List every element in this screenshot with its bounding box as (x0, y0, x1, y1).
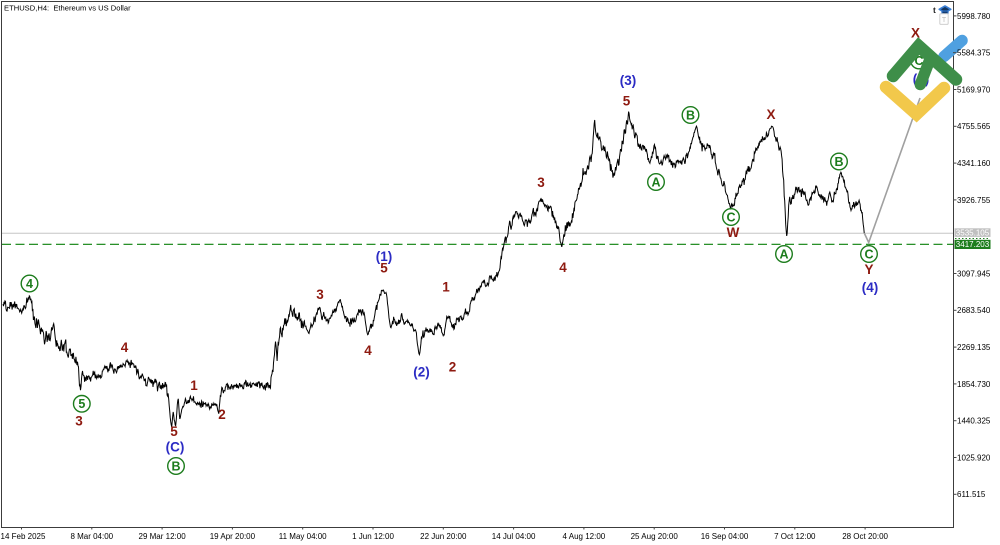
svg-text:1: 1 (190, 378, 198, 393)
svg-text:4: 4 (26, 277, 33, 291)
svg-text:2683.540: 2683.540 (957, 306, 991, 315)
svg-text:29 Mar 12:00: 29 Mar 12:00 (139, 532, 187, 541)
svg-text:2: 2 (218, 407, 226, 422)
svg-text:t: t (933, 5, 936, 15)
svg-text:4: 4 (364, 343, 372, 358)
svg-text:611.515: 611.515 (957, 490, 986, 499)
svg-text:2: 2 (449, 360, 457, 375)
svg-text:4755.565: 4755.565 (957, 122, 991, 131)
svg-text:5584.375: 5584.375 (957, 49, 991, 58)
svg-text:8 Mar 04:00: 8 Mar 04:00 (70, 532, 113, 541)
svg-text:X: X (911, 26, 920, 41)
svg-text:(3): (3) (620, 73, 637, 88)
svg-text:3: 3 (537, 175, 545, 190)
svg-text:3: 3 (316, 287, 324, 302)
svg-text:3535.105: 3535.105 (956, 228, 990, 237)
svg-text:1 Jun 12:00: 1 Jun 12:00 (352, 532, 394, 541)
svg-text:5: 5 (380, 261, 388, 276)
svg-text:(4): (4) (862, 280, 879, 295)
svg-text:19 Apr 20:00: 19 Apr 20:00 (210, 532, 256, 541)
svg-text:5: 5 (623, 94, 631, 109)
svg-text:2269.135: 2269.135 (957, 343, 991, 352)
svg-text:11 May 04:00: 11 May 04:00 (279, 532, 327, 541)
svg-text:3926.755: 3926.755 (957, 196, 991, 205)
svg-text:4341.160: 4341.160 (957, 159, 991, 168)
svg-text:T: T (942, 17, 947, 24)
svg-text:X: X (766, 107, 775, 122)
svg-text:5: 5 (170, 424, 178, 439)
svg-text:5169.970: 5169.970 (957, 85, 991, 94)
svg-text:16 Sep 04:00: 16 Sep 04:00 (701, 532, 749, 541)
svg-text:B: B (171, 459, 180, 473)
svg-text:5998.780: 5998.780 (957, 12, 991, 21)
svg-text:A: A (779, 247, 788, 261)
svg-text:14 Feb 2025: 14 Feb 2025 (1, 532, 46, 541)
svg-text:4: 4 (559, 260, 567, 275)
svg-text:4: 4 (121, 340, 129, 355)
svg-text:3417.203: 3417.203 (956, 240, 990, 249)
svg-text:(2): (2) (413, 365, 430, 380)
svg-text:Y: Y (864, 262, 873, 277)
svg-text:B: B (686, 108, 695, 122)
svg-text:C: C (864, 247, 873, 261)
svg-text:W: W (727, 225, 740, 240)
svg-text:3097.945: 3097.945 (957, 269, 991, 278)
svg-text:4 Aug 12:00: 4 Aug 12:00 (563, 532, 606, 541)
svg-text:1440.325: 1440.325 (957, 417, 991, 426)
svg-text:1: 1 (442, 280, 450, 295)
svg-text:3: 3 (75, 414, 83, 429)
svg-text:A: A (651, 175, 660, 189)
svg-text:1854.730: 1854.730 (957, 380, 991, 389)
svg-text:7 Oct 12:00: 7 Oct 12:00 (774, 532, 816, 541)
svg-text:C: C (726, 210, 735, 224)
svg-text:25 Aug 20:00: 25 Aug 20:00 (631, 532, 679, 541)
svg-text:B: B (834, 155, 843, 169)
svg-text:1025.920: 1025.920 (957, 453, 991, 462)
svg-text:28 Oct 20:00: 28 Oct 20:00 (842, 532, 888, 541)
svg-text:5: 5 (78, 397, 85, 411)
svg-text:14 Jul 04:00: 14 Jul 04:00 (492, 532, 536, 541)
svg-text:22 Jun 20:00: 22 Jun 20:00 (420, 532, 467, 541)
svg-text:(1): (1) (376, 249, 393, 264)
svg-text:C: C (914, 54, 923, 68)
svg-text:(C): (C) (166, 440, 185, 455)
svg-text:ETHUSD,H4: Ethereum vs US Dol: ETHUSD,H4: Ethereum vs US Dollar (4, 4, 131, 13)
